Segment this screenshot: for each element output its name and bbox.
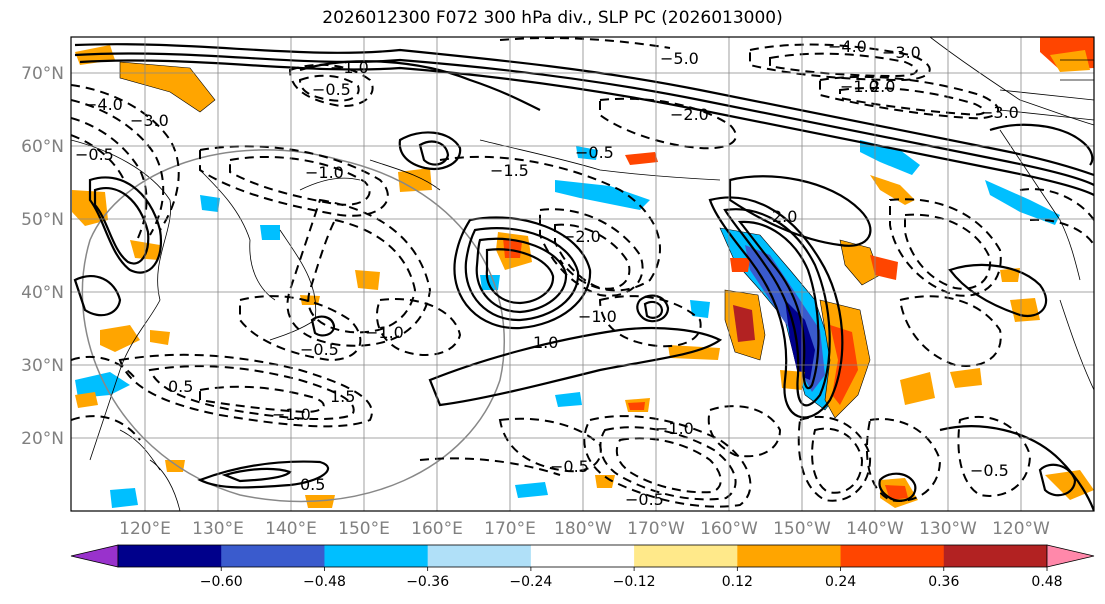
lon-label: 160°E [411,519,463,539]
map-title: 2026012300 F072 300 hPa div., SLP PC (20… [322,8,783,28]
contour-label: −1.0 [655,419,694,438]
contour-label: −1.0 [305,163,344,182]
map-background [71,37,1094,511]
lat-label: 30°N [21,356,64,376]
lon-label: 120°W [992,519,1050,539]
colorbar-tick-label: −0.12 [613,574,656,590]
colorbar-under-triangle [70,544,119,568]
lat-label: 60°N [21,137,64,157]
colorbar-segment [530,545,635,567]
contour-label: −3.0 [980,103,1019,122]
contour-label: 1.5 [330,387,355,406]
contour-label: −4.0 [828,37,867,56]
contour-label: −0.5 [300,340,339,359]
lon-label: 170°W [627,519,685,539]
colorbar-segment [118,545,222,567]
contour-label: 0.5 [168,377,193,396]
colorbar-tick-label: −0.36 [406,574,449,590]
colorbar-over-triangle [1046,544,1095,568]
lon-label: 160°W [700,519,758,539]
colorbar-tick-label: −0.48 [303,574,346,590]
contour-label: −2.0 [670,105,709,124]
contour-label: −0.5 [575,143,614,162]
colorbar-tick-label: 0.24 [825,574,856,590]
lat-label: 50°N [21,210,64,230]
colorbar: −0.60 −0.48 −0.36 −0.24 −0.12 0.12 0.24 0.36 0.4… [70,544,1095,590]
colorbar-segment [840,545,945,567]
graticule [71,37,1094,511]
colorbar-segment [324,545,429,567]
contour-label: −1.0 [365,323,404,342]
lon-label: 150°E [338,519,390,539]
colorbar-segment [634,545,738,567]
colorbar-tick-label: 0.48 [1031,574,1062,590]
contour-label: −3.0 [882,43,921,62]
lon-label: 170°E [484,519,536,539]
slp-negative-contours [71,37,1094,508]
contour-label: 2.0 [772,207,797,226]
contour-label: −4.0 [84,95,123,114]
lon-label: 150°W [773,519,831,539]
contour-label: −1.5 [490,161,529,180]
lon-label: 120°E [119,519,171,539]
contour-labels: −1.0 −0.5 −4.0 −3.0 −0.5 −1.0 −1.5 −2.0 … [75,37,1019,509]
colorbar-segment [221,545,325,567]
colorbar-tick-label: −0.60 [200,574,243,590]
contour-label: −1.0 [272,405,311,424]
lon-label: 130°W [919,519,977,539]
contour-label: 2.0 [870,77,895,96]
contour-label: −0.5 [970,461,1009,480]
contour-label: −1.0 [330,58,369,77]
lon-label: 130°E [192,519,244,539]
lat-label: 70°N [21,64,64,84]
slp-positive-contours [73,43,1094,511]
contour-label: −0.5 [75,145,114,164]
lon-label: 140°W [846,519,904,539]
lon-label: 180°W [554,519,612,539]
lat-label: 20°N [21,429,64,449]
colorbar-segment [737,545,842,567]
colorbar-tick-label: −0.24 [509,574,552,590]
contour-label: 0.5 [300,475,325,494]
contour-label: −5.0 [660,49,699,68]
colorbar-segment [943,545,1048,567]
contour-label: −0.5 [625,490,664,509]
colorbar-tick-label: 0.36 [928,574,959,590]
contour-label: −1.0 [840,77,879,96]
longitude-labels: 120°E 130°E 140°E 150°E 160°E 170°E 180°… [119,519,1050,539]
lon-label: 140°E [265,519,317,539]
contour-label: −3.0 [130,111,169,130]
contour-label: −0.5 [550,457,589,476]
map-frame [70,36,1095,512]
colorbar-tick-label: 0.12 [722,574,753,590]
coastlines [71,37,1094,511]
contour-label: 1.0 [533,333,558,352]
lat-label: 40°N [21,283,64,303]
colorbar-segment [427,545,532,567]
contour-label: −0.5 [312,80,351,99]
latitude-labels: 70°N 60°N 50°N 40°N 30°N 20°N [21,64,64,449]
contour-label: −2.0 [562,227,601,246]
contour-label: −1.0 [578,307,617,326]
